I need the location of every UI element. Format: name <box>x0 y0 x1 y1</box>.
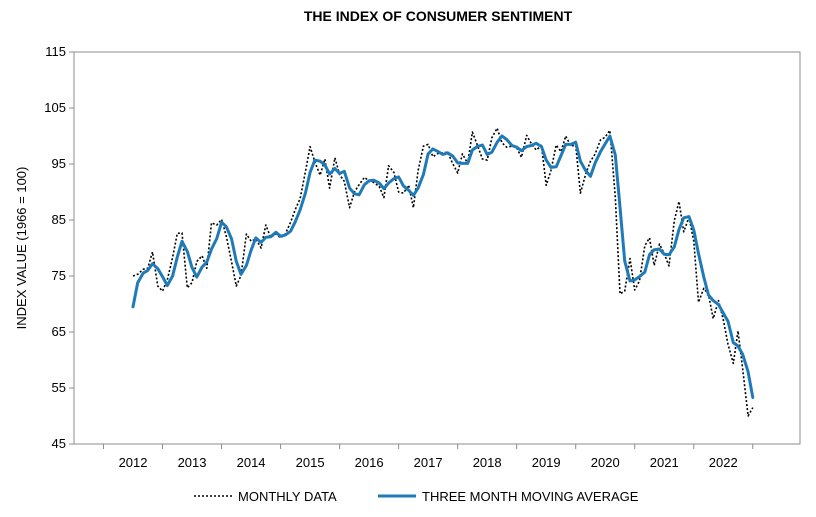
legend-label-moving-average: THREE MONTH MOVING AVERAGE <box>422 489 639 504</box>
plot-area-frame <box>73 51 801 445</box>
y-axis-title: INDEX VALUE (1966 = 100) <box>14 167 29 330</box>
series-layer <box>131 127 755 417</box>
x-tick-label: 2014 <box>237 455 266 470</box>
x-tick-label: 2022 <box>709 455 738 470</box>
y-tick-label: 85 <box>52 212 66 227</box>
y-tick-label: 95 <box>52 156 66 171</box>
legend-label-monthly-data: MONTHLY DATA <box>238 489 337 504</box>
series-line-moving-average <box>131 134 755 399</box>
y-tick-label: 45 <box>52 436 66 451</box>
x-tick-label: 2020 <box>591 455 620 470</box>
x-tick-label: 2015 <box>296 455 325 470</box>
x-tick-label: 2019 <box>532 455 561 470</box>
x-tick-label: 2021 <box>650 455 679 470</box>
x-tick-label: 2012 <box>119 455 148 470</box>
chart-title: THE INDEX OF CONSUMER SENTIMENT <box>303 8 573 24</box>
y-tick-label: 115 <box>45 44 66 59</box>
series-line-monthly-data <box>132 127 754 417</box>
x-tick-label: 2013 <box>178 455 207 470</box>
y-tick-label: 55 <box>52 380 66 395</box>
x-tick-label: 2018 <box>473 455 502 470</box>
x-axis: 2012 2013 2014 2015 2016 2017 2018 2019 2020 2021… <box>103 444 754 470</box>
y-axis: 45 55 65 75 85 95 105 115 <box>44 44 74 451</box>
x-tick-label: 2017 <box>414 455 443 470</box>
y-tick-label: 65 <box>52 324 66 339</box>
y-tick-label: 105 <box>44 100 66 115</box>
legend: MONTHLY DATA THREE MONTH MOVING AVERAGE <box>194 489 639 504</box>
x-tick-label: 2016 <box>355 455 384 470</box>
y-tick-label: 75 <box>52 268 66 283</box>
